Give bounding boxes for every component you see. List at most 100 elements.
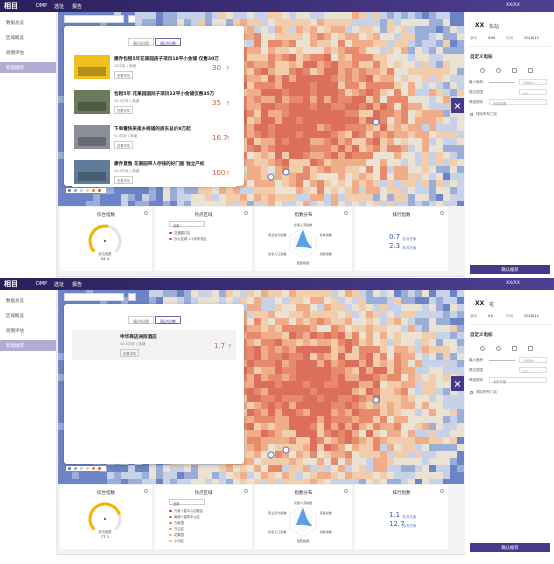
- filter-icon[interactable]: [128, 293, 136, 301]
- slider-track[interactable]: [489, 82, 515, 83]
- heat-tile: [317, 26, 324, 33]
- heat-tile: [254, 19, 261, 26]
- info-icon[interactable]: [244, 211, 248, 215]
- sidebar-item[interactable]: 智能推荐: [0, 340, 56, 351]
- heat-tile: [429, 96, 436, 103]
- heat-tile: [443, 311, 450, 318]
- info-icon[interactable]: [244, 489, 248, 493]
- filter-input[interactable]: 4个: [519, 367, 547, 374]
- search-input[interactable]: [64, 293, 124, 301]
- heat-tile: [345, 416, 352, 423]
- filter-icon[interactable]: [128, 15, 136, 23]
- listing-item[interactable]: 申华商店洲际酒店 40.5平米 | 商铺 查看详情 1.7 万: [72, 330, 236, 360]
- close-button[interactable]: [451, 376, 464, 391]
- heat-tile: [296, 82, 303, 89]
- tab[interactable]: 周边出售: [155, 38, 181, 46]
- heat-tile: [184, 187, 191, 194]
- nav-item[interactable]: 选址: [54, 282, 65, 288]
- heat-tile: [380, 367, 387, 374]
- heat-tile: [324, 416, 331, 423]
- heat-tile: [450, 61, 457, 68]
- tab[interactable]: 周边出租: [128, 38, 154, 46]
- listing-item[interactable]: 康乔直售 花果园带人存钱的好门面 独立产权 44.0平米 | 商铺 查看详情 100 万: [72, 157, 236, 187]
- heat-tile: [58, 374, 65, 381]
- filter-option[interactable]: [528, 346, 533, 351]
- sidebar-item[interactable]: 数据总览: [6, 299, 24, 304]
- listing-item[interactable]: 下单看快来南乡商铺的房东总价8万起 5.0平米 | 商铺 查看详情 16.7 万: [72, 122, 236, 152]
- gauge-center: [103, 239, 107, 243]
- nav-item[interactable]: 报告: [72, 282, 83, 288]
- info-icon[interactable]: [144, 489, 148, 493]
- tab[interactable]: 周边出售: [155, 316, 181, 324]
- filter-input[interactable]: 4个: [519, 89, 547, 96]
- checkbox[interactable]: [470, 113, 473, 116]
- heat-tile: [443, 409, 450, 416]
- heat-tile: [436, 290, 443, 297]
- nav-item[interactable]: DMP: [36, 3, 48, 9]
- filter-option[interactable]: [480, 68, 485, 73]
- filter-option[interactable]: [528, 68, 533, 73]
- heat-tile: [303, 152, 310, 159]
- sidebar-item[interactable]: 区域概览: [6, 314, 24, 319]
- info-icon[interactable]: [344, 489, 348, 493]
- sidebar-item[interactable]: 区域概览: [6, 36, 24, 41]
- sidebar-item[interactable]: 商圈评估: [6, 51, 24, 56]
- filter-option[interactable]: [496, 68, 501, 73]
- filter-input[interactable]: 2000m: [519, 79, 547, 85]
- slider-track[interactable]: [489, 360, 515, 361]
- area-item[interactable]: 万象国: [174, 521, 184, 525]
- info-icon[interactable]: [144, 211, 148, 215]
- heat-tile: [359, 304, 366, 311]
- confirm-button[interactable]: 确认推荐: [470, 543, 550, 552]
- area-item[interactable]: 万象+重中心创新区: [174, 509, 204, 513]
- sidebar-item[interactable]: 数据总览: [6, 21, 24, 26]
- area-select[interactable]: 全部: [169, 221, 205, 228]
- heat-tile: [275, 339, 282, 346]
- area-item[interactable]: 办公区域 1.5米商务区: [174, 237, 207, 241]
- heat-tile: [443, 117, 450, 124]
- user-name[interactable]: XX/XX: [506, 281, 520, 286]
- sidebar-item[interactable]: 智能推荐: [0, 62, 56, 73]
- filter-option[interactable]: [496, 346, 501, 351]
- heat-tile: [303, 325, 310, 332]
- heat-tile: [303, 423, 310, 430]
- filter-input[interactable]: 2000m: [519, 357, 547, 363]
- area-select[interactable]: 全部: [169, 499, 205, 506]
- tab[interactable]: 周边出租: [128, 316, 154, 324]
- info-icon[interactable]: [440, 211, 444, 215]
- heat-tile: [275, 96, 282, 103]
- nav-item[interactable]: 报告: [72, 4, 83, 10]
- listing-item[interactable]: 包租5年 花果园国际子项目22平小金铺仅售35万 22.0平米 | 商铺 查看详情 3…: [72, 87, 236, 117]
- confirm-button[interactable]: 确认推荐: [470, 265, 550, 274]
- search-input[interactable]: [64, 15, 124, 23]
- heat-tile: [282, 103, 289, 110]
- area-item[interactable]: 万达区: [174, 527, 184, 531]
- listing-item[interactable]: 康乔包租5年花果园房子项目18平小金铺 仅售30万 18平米 | 商铺 查看详情 30…: [72, 52, 236, 82]
- filter-option[interactable]: [512, 68, 517, 73]
- checkbox[interactable]: [470, 391, 473, 394]
- heat-tile: [135, 12, 142, 19]
- heat-tile: [422, 325, 429, 332]
- heat-tile: [331, 152, 338, 159]
- user-name[interactable]: XX/XX: [506, 3, 520, 8]
- filter-option[interactable]: [512, 346, 517, 351]
- heat-tile: [394, 82, 401, 89]
- filter-input[interactable]: 全部商圈: [489, 377, 547, 384]
- nav-item[interactable]: 选址: [54, 4, 65, 10]
- info-icon[interactable]: [440, 489, 444, 493]
- heat-tile: [226, 297, 233, 304]
- info-icon[interactable]: [344, 211, 348, 215]
- close-button[interactable]: [451, 98, 464, 113]
- nav-item[interactable]: DMP: [36, 281, 48, 287]
- heat-tile: [254, 166, 261, 173]
- filter-input[interactable]: 全部商圈: [489, 99, 547, 106]
- sidebar-item[interactable]: 商圈评估: [6, 329, 24, 334]
- filter-option[interactable]: [480, 346, 485, 351]
- heat-tile: [443, 465, 450, 472]
- heat-tile: [359, 40, 366, 47]
- area-item[interactable]: 交通路口区: [174, 231, 191, 235]
- area-item[interactable]: 花果园: [174, 533, 184, 537]
- area-item[interactable]: 小河区: [174, 539, 184, 543]
- area-item[interactable]: 南城+重商中心区: [174, 515, 200, 519]
- heat-tile: [394, 12, 401, 19]
